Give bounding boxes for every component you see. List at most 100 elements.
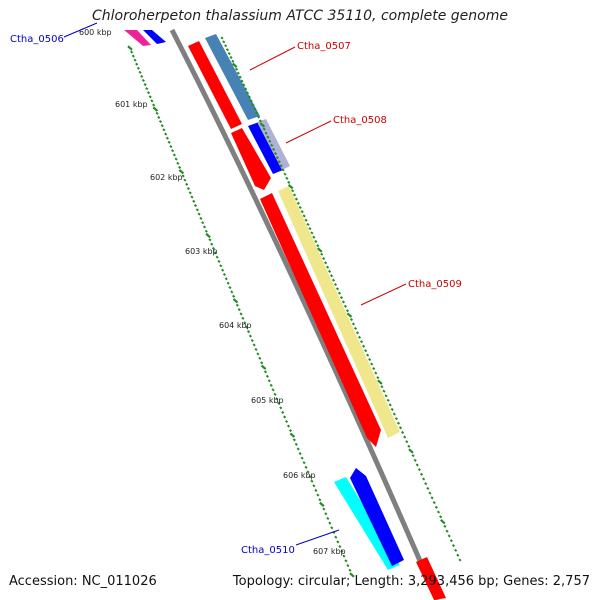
tick-mark [415, 463, 419, 467]
tick-mark [392, 412, 396, 416]
gene-bottom-partial [416, 557, 446, 600]
gene-label-ctha-0510: Ctha_0510 [241, 545, 295, 556]
tick-mark [197, 212, 201, 216]
tick-mark [237, 307, 241, 312]
tick-mark [316, 493, 320, 497]
tick-mark [231, 62, 238, 68]
tick-mark [408, 448, 414, 454]
tick-mark [234, 67, 239, 71]
tick-label: 601 kbp [115, 100, 148, 109]
tick-mark [320, 252, 324, 256]
tick-mark [231, 59, 235, 63]
tick-mark [292, 438, 296, 442]
tick-label: 607 kbp [313, 547, 346, 556]
tick-mark [277, 401, 281, 405]
tick-mark [210, 242, 214, 246]
gene-ctha-0509[interactable] [260, 186, 400, 447]
tick-mark [330, 526, 334, 530]
gene-label-ctha-0507: Ctha_0507 [297, 41, 351, 52]
tick-mark [201, 221, 205, 225]
tick-mark [339, 296, 344, 300]
tick-ring-inner [127, 45, 355, 578]
tick-mark [224, 44, 228, 48]
tick-mark [331, 278, 336, 282]
tick-mark [338, 545, 342, 549]
tick-mark [334, 535, 338, 539]
tick-mark [138, 70, 142, 74]
tick-mark [384, 394, 388, 398]
tick-mark [394, 417, 398, 421]
tick-mark [145, 87, 149, 91]
tick-mark [328, 521, 332, 525]
tick-mark [405, 440, 409, 444]
tick-mark [251, 103, 255, 107]
tick-mark [262, 127, 266, 131]
tick-mark [349, 318, 354, 322]
gene-ctha-0506-cds-arrow [143, 30, 166, 44]
tick-mark [451, 543, 456, 548]
gene-ctha-0507[interactable] [188, 34, 260, 129]
tick-mark [374, 371, 378, 375]
gene-ctha-0506-cog-bar [124, 30, 151, 46]
tick-mark [377, 379, 383, 385]
leader-ctha-0509 [360, 283, 407, 306]
gene-ctha-0506[interactable] [117, 30, 166, 48]
gene-ctha-0508[interactable] [231, 119, 290, 190]
tick-ring-outer [220, 36, 462, 562]
tick-mark [183, 178, 187, 182]
tick-mark [376, 376, 380, 380]
tick-mark [288, 429, 293, 433]
tick-mark [324, 512, 328, 516]
tick-mark [407, 444, 411, 448]
tick-mark [176, 161, 180, 165]
tick-mark [368, 358, 372, 362]
tick-mark [380, 385, 384, 389]
tick-mark [353, 326, 358, 330]
tick-mark [436, 510, 441, 514]
tick-mark [172, 153, 176, 157]
tick-mark [419, 472, 424, 476]
genome-backbone [169, 28, 440, 600]
gene-ctha-0508-cog-bar [248, 122, 283, 174]
tick-mark [279, 164, 283, 168]
tick-mark [361, 344, 366, 348]
tick-mark [255, 111, 259, 115]
tick-mark [241, 316, 245, 320]
tick-mark [348, 568, 352, 572]
gene-ctha-0506-white-gap [117, 30, 143, 48]
tick-mark [228, 286, 232, 290]
tick-mark [294, 197, 299, 201]
tick-mark [403, 435, 407, 439]
tick-mark [257, 115, 261, 119]
tick-mark [439, 515, 443, 519]
tick-mark [158, 120, 163, 124]
tick-mark [152, 106, 159, 112]
tick-mark [390, 407, 394, 412]
tick-mark [333, 282, 338, 287]
tick-mark [292, 193, 297, 197]
tick-mark [221, 268, 225, 272]
tick-mark [413, 458, 417, 462]
tick-mark [327, 269, 332, 274]
tick-mark [300, 210, 304, 214]
tick-mark [240, 79, 244, 83]
tick-mark [300, 456, 304, 460]
tick-mark [396, 421, 401, 425]
gene-label-ctha-0506: Ctha_0506 [10, 34, 64, 45]
tick-mark [232, 298, 239, 304]
tick-mark [208, 238, 212, 242]
tick-mark [246, 330, 251, 334]
tick-mark [273, 151, 278, 156]
topology-text: Topology: circular; Length: 3,293,456 bp… [232, 574, 590, 589]
tick-mark [205, 232, 211, 239]
gene-ctha-0510[interactable] [334, 468, 404, 570]
tick-mark [318, 498, 322, 502]
tick-mark [167, 140, 171, 144]
tick-mark [263, 370, 268, 374]
tick-mark [220, 36, 224, 40]
tick-mark [296, 201, 300, 205]
tick-mark [188, 191, 192, 195]
tick-mark [148, 95, 152, 99]
leader-ctha-0508 [285, 120, 332, 144]
tick-mark [264, 131, 268, 135]
